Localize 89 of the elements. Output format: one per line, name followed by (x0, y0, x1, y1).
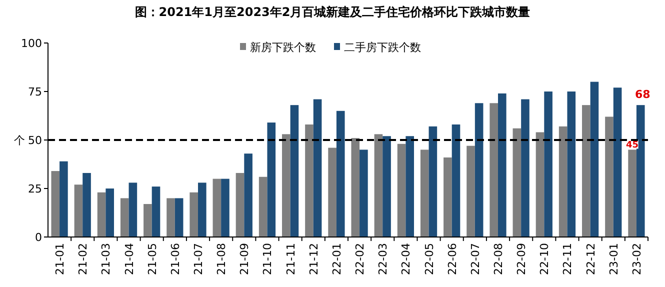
x-tick-label: 21-10 (261, 243, 274, 275)
bar (466, 146, 475, 237)
bar (258, 176, 268, 237)
bar (51, 171, 60, 237)
bar (628, 150, 636, 237)
bar (336, 110, 345, 237)
bar (120, 198, 129, 237)
bar (313, 99, 322, 237)
x-tick-label: 22-06 (446, 243, 459, 275)
chart-title: 图：2021年1月至2023年2月百城新建及二手住宅价格环比下跌城市数量 (134, 5, 530, 19)
bar (613, 88, 622, 237)
x-tick-label: 22-04 (400, 243, 413, 275)
x-tick-label: 21-08 (215, 243, 228, 275)
bar (328, 148, 336, 237)
y-tick-label: 75 (28, 86, 42, 98)
bar (290, 105, 299, 237)
bar (397, 144, 406, 237)
y-tick-label: 0 (35, 231, 42, 244)
x-tick-label: 22-10 (538, 243, 552, 275)
bar (536, 132, 544, 237)
bar (106, 188, 114, 237)
x-tick-label: 22-09 (515, 243, 528, 275)
bar (490, 103, 498, 237)
x-tick-label: 21-12 (307, 243, 320, 275)
bar (558, 126, 568, 237)
bar (374, 134, 383, 237)
data-label: 45 (626, 140, 639, 151)
bar (382, 136, 391, 237)
bar (420, 150, 429, 237)
y-axis-title: 个 (14, 134, 25, 147)
bar (198, 182, 206, 237)
bar (544, 92, 552, 237)
x-tick-label: 22-07 (468, 243, 482, 275)
bar (305, 124, 314, 237)
bar (351, 138, 360, 237)
x-tick-label: 21-03 (100, 243, 113, 275)
x-tick-label: 21-04 (122, 243, 136, 275)
x-tick-label: 21-01 (54, 243, 67, 275)
bar (190, 192, 198, 237)
x-tick-label: 22-12 (584, 243, 598, 275)
bar (582, 105, 590, 237)
x-tick-label: 23-01 (607, 243, 620, 275)
bar (174, 198, 184, 237)
x-tick-label: 22-03 (376, 243, 390, 275)
bar (474, 103, 484, 237)
bar (444, 157, 452, 237)
bar (60, 161, 68, 237)
x-tick-label: 22-11 (561, 243, 574, 275)
legend-label: 二手房下跌个数 (344, 41, 421, 54)
x-tick-label: 21-02 (76, 243, 90, 275)
bar (282, 134, 290, 237)
bar (452, 124, 460, 237)
bar (590, 82, 599, 237)
x-tick-label: 21-05 (146, 243, 159, 275)
bar (144, 204, 152, 237)
bar (166, 198, 175, 237)
x-tick-label: 22-01 (330, 243, 344, 275)
x-tick-label: 23-02 (630, 243, 644, 275)
bar (74, 184, 83, 237)
x-tick-label: 22-02 (354, 243, 367, 275)
bar (605, 116, 614, 237)
bar (636, 105, 645, 237)
x-tick-label: 22-05 (422, 243, 436, 275)
data-label: 68 (634, 88, 650, 102)
bar (244, 154, 252, 237)
bar (267, 122, 276, 237)
bar (521, 99, 530, 237)
x-tick-label: 21-06 (168, 243, 182, 275)
x-tick-label: 22-08 (492, 243, 505, 275)
x-tick-label: 21-11 (284, 243, 298, 275)
bar (512, 128, 522, 237)
bar (152, 186, 160, 237)
x-tick-label: 21-09 (238, 243, 252, 275)
y-tick-label: 25 (28, 182, 42, 196)
bar (498, 93, 506, 237)
legend-label: 新房下跌个数 (250, 41, 316, 54)
bar (567, 92, 576, 237)
bar (428, 126, 438, 237)
bar (360, 150, 368, 237)
bar (236, 172, 244, 237)
y-tick-label: 100 (21, 37, 42, 50)
bar (82, 172, 91, 237)
bar (212, 178, 222, 237)
x-tick-label: 21-07 (192, 243, 205, 275)
bar (221, 178, 230, 237)
bar (128, 182, 138, 237)
y-tick-label: 50 (28, 134, 42, 147)
bar (97, 192, 106, 237)
bar (406, 136, 414, 237)
